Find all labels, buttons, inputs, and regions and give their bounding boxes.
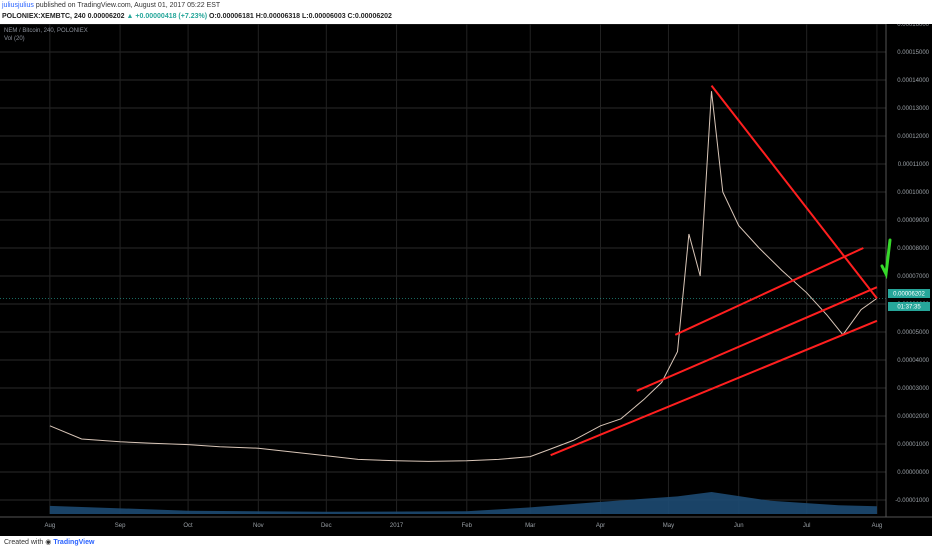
volume-legend: Vol (20) xyxy=(4,36,25,42)
price-line xyxy=(49,91,878,462)
up-arrow-icon: ▲ xyxy=(126,13,134,20)
footer: Created with ◉ TradingView xyxy=(0,536,932,550)
symbol-line: POLONIEX:XEMBTC, 240 0.00006202 ▲ +0.000… xyxy=(2,12,392,22)
price-axis[interactable]: 0.00016000 0.00015000 0.00014000 0.00013000… xyxy=(885,22,930,536)
trendline xyxy=(674,247,864,336)
x-tick-label: Aug xyxy=(872,523,883,529)
price-tag: 0.00006202 01:37:35 xyxy=(888,289,930,311)
x-tick-label: Jul xyxy=(803,523,811,529)
x-tick-label: Feb xyxy=(462,523,473,529)
y-tick-label: -0.00001000 xyxy=(895,498,929,504)
y-tick-label: 0.00012000 xyxy=(897,134,929,140)
x-tick-label: May xyxy=(663,523,674,529)
ohlc-values: O:0.00006181 H:0.00006318 L:0.00006003 C… xyxy=(209,13,392,20)
x-tick-label: Aug xyxy=(45,523,56,529)
trendline xyxy=(636,286,878,392)
price-chart[interactable]: 0.00016000 0.00015000 0.00014000 0.00013000… xyxy=(0,22,932,536)
x-tick-label: Dec xyxy=(321,523,332,529)
tradingview-logo-icon: ◉ xyxy=(45,539,52,546)
price-series xyxy=(0,91,886,462)
series-legend: NEM / Bitcoin, 240, POLONIEX xyxy=(4,28,88,34)
y-tick-label: 0.00010000 xyxy=(897,190,929,196)
change-value: +0.00000418 (+7.23%) xyxy=(135,13,208,20)
x-tick-label: Mar xyxy=(525,523,535,529)
y-tick-label: 0.00001000 xyxy=(897,442,929,448)
symbol-text: POLONIEX:XEMBTC, 240 xyxy=(2,13,86,20)
y-tick-label: 0.00003000 xyxy=(897,386,929,392)
y-tick-label: 0.00005000 xyxy=(897,330,929,336)
trendline xyxy=(710,84,878,300)
y-tick-label: 0.00016000 xyxy=(897,24,929,28)
last-price: 0.00006202 xyxy=(87,13,125,20)
created-with-label: Created with xyxy=(4,539,44,546)
time-axis[interactable]: Aug Sep Oct Nov Dec 2017 Feb Mar Apr May Jun Jul Aug xyxy=(0,516,932,536)
footer-text: Created with ◉ TradingView xyxy=(4,536,94,550)
time-axis-bg xyxy=(0,517,932,536)
publish-line: juliusjulius published on TradingView.co… xyxy=(2,1,220,11)
trendlines xyxy=(550,84,878,457)
price-tag-value: 0.00006202 xyxy=(893,292,925,298)
x-tick-label: Jun xyxy=(734,523,744,529)
y-tick-label: 0.00014000 xyxy=(897,78,929,84)
x-tick-label: Sep xyxy=(115,523,126,529)
volume-bars xyxy=(49,492,877,514)
checkmark-icon xyxy=(880,238,892,280)
y-tick-label: 0.00007000 xyxy=(897,274,929,280)
volume-area xyxy=(49,492,877,514)
price-tag-timer: 01:37:35 xyxy=(897,305,921,311)
y-tick-label: 0.00008000 xyxy=(897,246,929,252)
y-tick-label: 0.00015000 xyxy=(897,50,929,56)
grid xyxy=(0,23,886,514)
x-tick-label: Nov xyxy=(253,523,264,529)
trendline xyxy=(550,319,878,457)
y-tick-label: 0.00013000 xyxy=(897,106,929,112)
y-tick-label: 0.00000000 xyxy=(897,470,929,476)
y-tick-label: 0.00004000 xyxy=(897,358,929,364)
published-text: published on TradingView.com, August 01,… xyxy=(35,2,221,9)
tradingview-brand[interactable]: TradingView xyxy=(53,539,95,546)
chart-area[interactable]: 0.00016000 0.00015000 0.00014000 0.00013000… xyxy=(0,22,932,536)
author-link[interactable]: juliusjulius xyxy=(2,2,34,9)
y-tick-label: 0.00009000 xyxy=(897,218,929,224)
x-tick-label: Apr xyxy=(596,523,605,529)
header: juliusjulius published on TradingView.co… xyxy=(0,0,932,24)
y-tick-label: 0.00002000 xyxy=(897,414,929,420)
y-tick-label: 0.00011000 xyxy=(898,162,930,168)
x-tick-label: 2017 xyxy=(390,523,404,529)
x-tick-label: Oct xyxy=(183,523,193,529)
